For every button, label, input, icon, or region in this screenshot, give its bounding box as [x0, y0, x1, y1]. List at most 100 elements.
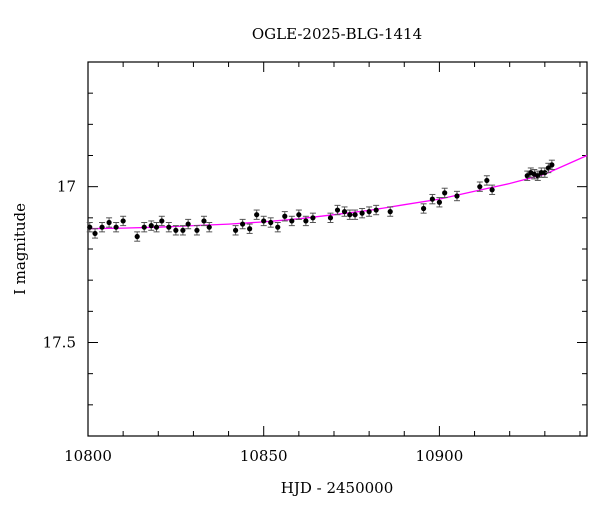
- data-point: [420, 203, 427, 214]
- data-point: [232, 225, 239, 236]
- data-point: [206, 222, 213, 233]
- data-marker: [373, 207, 379, 213]
- data-marker: [366, 209, 372, 215]
- data-marker: [275, 224, 281, 230]
- data-marker: [232, 227, 239, 233]
- data-marker: [268, 219, 274, 226]
- data-marker: [201, 218, 207, 224]
- data-point: [387, 206, 394, 217]
- data-marker: [549, 162, 555, 168]
- data-marker: [387, 209, 393, 215]
- data-marker: [153, 224, 160, 230]
- data-point: [373, 204, 380, 216]
- data-marker: [134, 233, 140, 240]
- data-point: [527, 167, 534, 178]
- data-point: [92, 228, 99, 239]
- data-marker: [261, 218, 267, 224]
- data-point: [267, 217, 274, 228]
- data-point: [341, 206, 348, 217]
- data-point: [366, 206, 373, 217]
- data-marker: [341, 209, 348, 215]
- data-marker: [159, 218, 165, 224]
- data-marker: [282, 213, 288, 219]
- data-marker: [180, 227, 186, 233]
- data-point: [352, 209, 359, 220]
- data-point: [302, 215, 309, 227]
- data-point: [429, 193, 436, 205]
- data-point: [134, 231, 141, 242]
- data-marker: [352, 212, 358, 218]
- data-marker: [99, 224, 105, 230]
- data-point: [309, 212, 316, 224]
- data-point: [200, 215, 207, 227]
- data-points-layer: [86, 159, 555, 242]
- data-point: [120, 215, 127, 227]
- data-point: [246, 223, 253, 234]
- data-point: [359, 207, 366, 219]
- y-tick-label: 17: [57, 178, 76, 196]
- data-marker: [327, 215, 334, 221]
- data-marker: [420, 205, 427, 212]
- data-point: [288, 215, 295, 227]
- x-tick-label: 10850: [240, 447, 288, 465]
- data-marker: [303, 218, 309, 224]
- data-marker: [173, 227, 179, 233]
- data-point: [153, 222, 160, 233]
- data-marker: [484, 177, 490, 184]
- data-point: [185, 218, 192, 230]
- data-marker: [429, 196, 435, 202]
- data-marker: [289, 218, 295, 224]
- chart-title: OGLE-2025-BLG-1414: [252, 25, 422, 43]
- data-point: [193, 225, 200, 236]
- data-marker: [542, 170, 548, 176]
- data-marker: [87, 224, 93, 230]
- data-point: [453, 190, 460, 202]
- data-point: [260, 215, 267, 227]
- data-marker: [148, 223, 154, 229]
- data-point: [476, 181, 483, 192]
- data-point: [548, 159, 555, 171]
- model-curve-layer: [87, 154, 588, 230]
- data-marker: [436, 199, 443, 205]
- data-point: [436, 197, 443, 208]
- data-marker: [477, 184, 483, 190]
- data-point: [489, 184, 496, 195]
- data-marker: [347, 212, 353, 218]
- data-marker: [296, 212, 302, 218]
- data-marker: [141, 224, 147, 230]
- data-marker: [247, 226, 253, 232]
- data-marker: [92, 230, 98, 237]
- data-point: [179, 225, 186, 236]
- data-point: [99, 222, 106, 233]
- data-point: [541, 167, 548, 178]
- data-marker: [454, 193, 460, 199]
- data-point: [239, 218, 246, 230]
- data-point: [253, 209, 260, 220]
- data-point: [113, 222, 120, 233]
- data-marker: [206, 224, 212, 230]
- data-point: [141, 222, 148, 233]
- data-marker: [166, 224, 172, 230]
- data-marker: [442, 190, 448, 196]
- data-point: [295, 209, 302, 220]
- x-tick-label: 10900: [416, 447, 464, 465]
- plot-frame: [87, 61, 588, 437]
- data-marker: [185, 221, 191, 227]
- data-point: [165, 222, 172, 233]
- tick-labels: 10800 10850 10900 17 17.5: [43, 178, 464, 465]
- data-point: [441, 187, 448, 199]
- data-marker: [310, 215, 316, 221]
- data-point: [281, 211, 288, 222]
- x-axis-label: HJD - 2450000: [281, 479, 394, 497]
- data-point: [148, 220, 155, 231]
- data-marker: [194, 227, 200, 233]
- data-point: [172, 225, 179, 236]
- data-marker: [120, 218, 126, 224]
- data-point: [158, 215, 165, 227]
- axis-ticks: [87, 61, 587, 437]
- data-point: [274, 222, 281, 233]
- plot-area: [86, 61, 588, 437]
- data-point: [86, 222, 93, 233]
- y-tick-label: 17.5: [43, 334, 76, 352]
